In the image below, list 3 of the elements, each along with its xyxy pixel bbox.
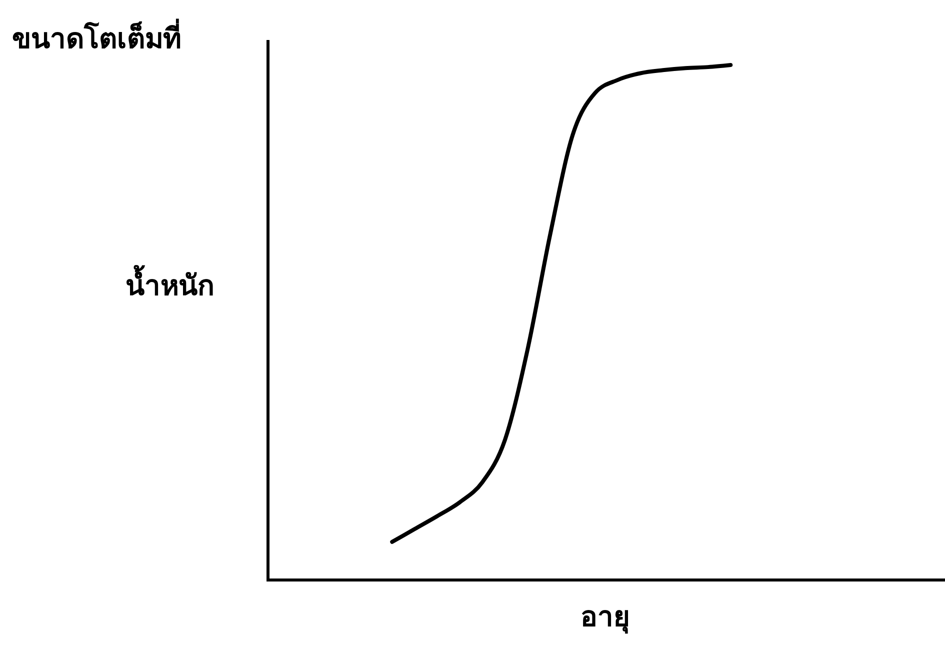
text: ขนาดโตเต็มที่: [12, 18, 181, 55]
x-axis-title: อายุ: [580, 600, 630, 634]
y-axis-title: น้ำหนัก: [126, 264, 214, 302]
